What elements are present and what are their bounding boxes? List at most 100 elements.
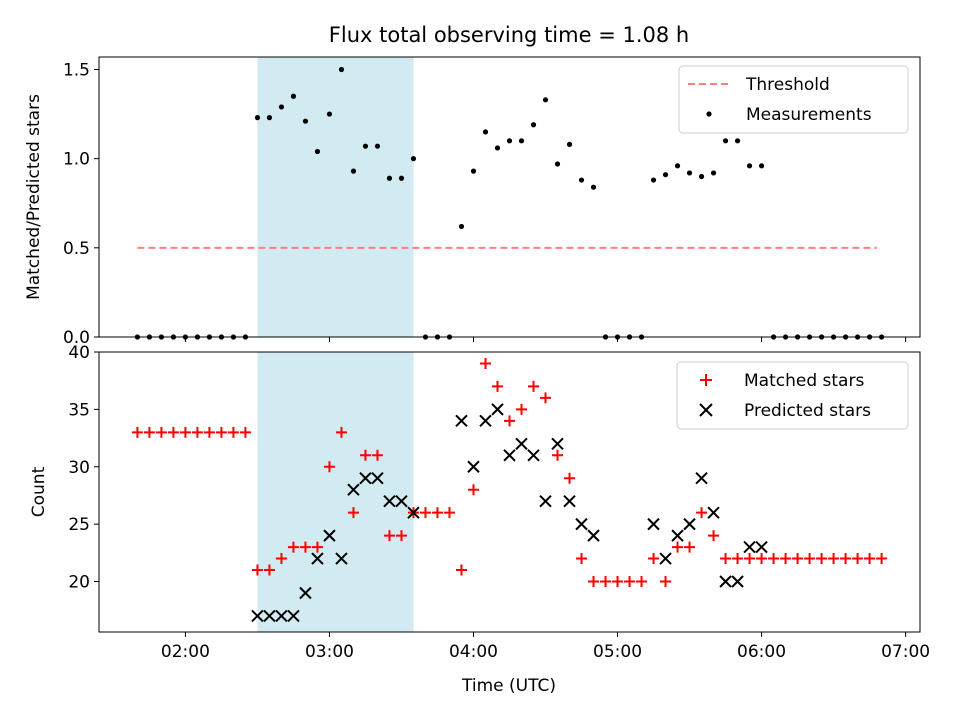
matched-stars-point [660,576,672,588]
matched-stars-point [852,553,864,565]
predicted-stars-point [263,609,276,623]
matched-stars-point [516,403,528,415]
matched-stars-point [143,426,155,438]
matched-stars-point [600,576,612,588]
bottom-axes-frame [98,351,921,633]
predicted-stars-point [479,414,492,428]
bottom-x-axis-label: Time (UTC) [461,676,556,696]
measurements-point [494,145,501,151]
matched-stars-point [239,426,251,438]
matched-stars-point [359,449,371,461]
matched-stars-point [636,576,648,588]
matched-stars-point [263,564,275,576]
matched-stars-point [828,553,840,565]
matched-stars-point [467,484,479,496]
measurements-point [350,168,357,174]
measurements-point [590,184,597,190]
matched-stars-point [347,507,359,519]
measurements-point [410,156,417,162]
predicted-stars-point [527,449,540,462]
matched-stars-point [576,553,588,565]
predicted-stars-point [299,586,312,600]
matched-stars-point [419,507,431,519]
predicted-stars-point [551,437,564,451]
predicted-stars-point [515,437,528,451]
matched-stars-point [491,380,503,392]
matched-stars-point [203,426,215,438]
predicted-stars-point [251,609,264,623]
predicted-stars-point [467,460,480,473]
y-tick-label: 1.5 [63,60,90,80]
measurements-point [686,170,693,176]
predicted-stars-point [683,517,696,531]
matched-stars-point [672,541,684,553]
bottom-shaded-region [257,352,414,632]
measurements-point [722,138,729,144]
legend-predicted-label: Predicted stars [744,401,871,421]
matched-stars-point [756,553,768,565]
measurements-point [290,93,297,99]
y-tick-label: 0.5 [63,239,90,259]
predicted-stars-point [275,609,288,623]
matched-stars-point [708,530,720,542]
measurements-point [458,223,465,230]
measurements-point [374,143,381,149]
matched-stars-point [431,507,443,519]
matched-stars-point [876,553,888,565]
predicted-stars-point [311,552,324,565]
matched-stars-point [371,449,383,461]
bottom-y-ticks: 20 25 30 35 40 [68,343,99,593]
predicted-stars-point [563,494,576,508]
predicted-stars-point [335,552,348,565]
matched-stars-point [504,415,515,427]
predicted-stars-point [359,472,372,485]
measurements-point [674,163,681,169]
predicted-stars-point [287,609,300,623]
matched-stars-point [744,553,756,565]
matched-stars-point [804,553,816,565]
measurements-point [482,129,489,135]
predicted-stars-point [347,483,360,496]
matched-stars-point [455,564,467,576]
matched-stars-point [287,541,299,553]
measurements-point [518,138,525,144]
measurements-point [710,170,717,176]
measurements-point [566,141,573,147]
top-axes-frame [98,56,921,338]
predicted-stars-point [407,506,420,519]
matched-stars-point [612,576,624,588]
bottom-panel: 02:00 03:00 04:00 05:00 06:00 07:00 20 25 30 35 4… [29,343,930,696]
matched-stars-point [864,553,876,565]
matched-stars-point [383,530,395,542]
legend-measurements-marker [706,111,712,117]
predicted-stars-point [575,517,588,531]
legend-matched-label: Matched stars [744,371,864,391]
predicted-stars-point [755,540,768,554]
y-tick-label: 40 [68,343,90,363]
bottom-y-axis-label: Count [29,466,49,517]
matched-stars-point [720,553,732,565]
top-y-ticks: 0.0 0.5 1.0 1.5 [63,60,99,348]
matched-stars-point [335,426,347,438]
matched-stars-point [443,507,455,519]
matched-stars-point [131,426,143,438]
predicted-stars-point [743,540,756,554]
matched-stars-point [215,426,227,438]
top-x-ticks [184,337,907,342]
measurements-point [698,173,705,180]
matched-stars-point [816,553,828,565]
predicted-stars-point [671,529,684,542]
matched-stars-point [191,426,203,438]
matched-stars-point [323,461,335,473]
legend-matched-marker [700,374,712,386]
predicted-stars-point [383,494,396,508]
y-tick-label: 35 [68,400,90,420]
matched-stars-point [275,553,287,565]
measurements-point [554,161,561,167]
legend-measurements-label: Measurements [746,105,872,125]
matched-stars-point [540,392,552,404]
top-data-marks [134,66,885,340]
predicted-stars-point [587,529,600,542]
measurements-point [338,66,345,73]
